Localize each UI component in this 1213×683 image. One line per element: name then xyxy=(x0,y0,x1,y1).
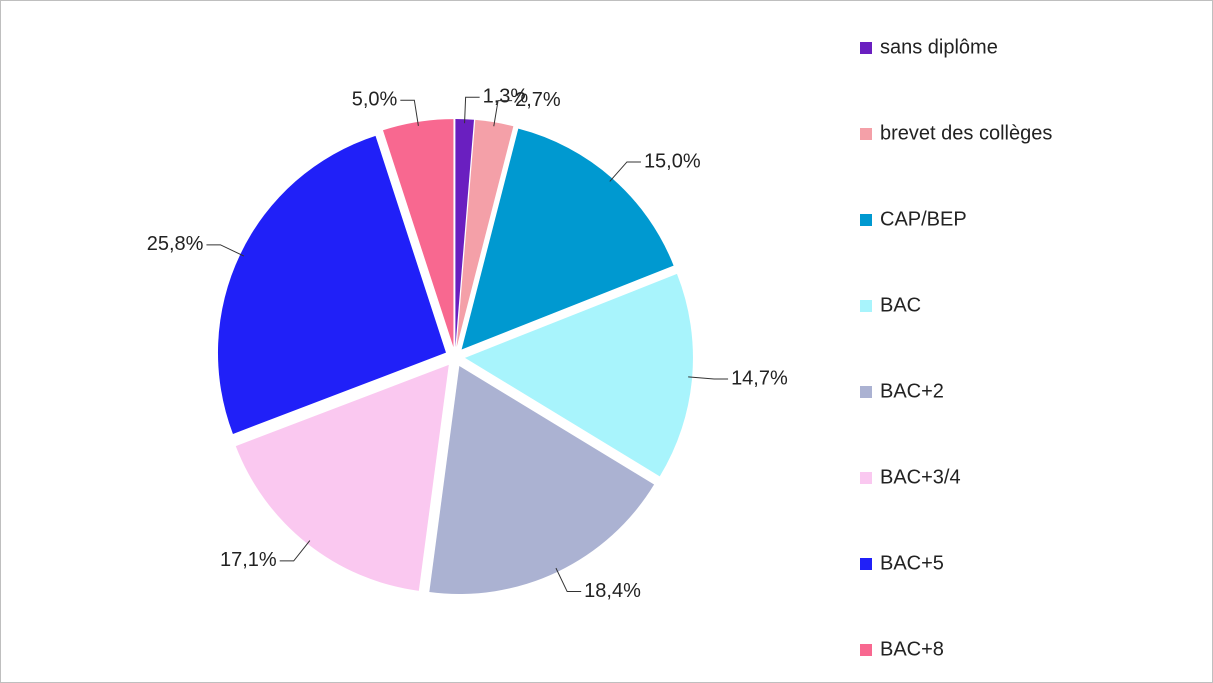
legend-label: BAC xyxy=(880,294,921,316)
leader-line xyxy=(493,100,513,127)
pie-slice xyxy=(455,119,475,348)
legend-label: BAC+2 xyxy=(880,380,944,402)
pie-slice xyxy=(235,364,449,591)
legend-label: BAC+8 xyxy=(880,638,944,660)
legend-swatch xyxy=(860,42,872,54)
data-label: 18,4% xyxy=(584,580,641,602)
pie-slice xyxy=(217,135,446,434)
leader-line xyxy=(279,540,311,562)
legend-label: sans diplôme xyxy=(880,36,998,58)
legend-label: brevet des collèges xyxy=(880,122,1052,144)
data-label: 17,1% xyxy=(220,549,277,571)
data-label: 15,0% xyxy=(644,150,701,172)
pie-slice xyxy=(464,273,693,477)
leader-line xyxy=(555,567,582,593)
leader-line xyxy=(688,376,729,380)
legend-label: BAC+3/4 xyxy=(880,466,961,488)
leader-line xyxy=(400,99,419,126)
legend-swatch xyxy=(860,386,872,398)
pie-slice xyxy=(456,119,514,348)
legend-label: BAC+5 xyxy=(880,552,944,574)
legend-swatch xyxy=(860,558,872,570)
leader-line xyxy=(206,244,245,257)
pie-slice xyxy=(429,366,655,595)
pie-slice xyxy=(382,119,454,348)
data-label: 5,0% xyxy=(352,88,398,110)
legend-swatch xyxy=(860,472,872,484)
legend-label: CAP/BEP xyxy=(880,208,967,230)
legend-swatch xyxy=(860,214,872,226)
pie-slice xyxy=(461,128,674,350)
data-label: 1,3% xyxy=(483,85,529,107)
leader-line xyxy=(609,161,641,182)
data-label: 25,8% xyxy=(147,233,204,255)
legend-swatch xyxy=(860,128,872,140)
data-label: 14,7% xyxy=(731,367,788,389)
legend-swatch xyxy=(860,300,872,312)
leader-line xyxy=(464,96,480,124)
data-label: 2,7% xyxy=(515,89,561,111)
legend-swatch xyxy=(860,644,872,656)
